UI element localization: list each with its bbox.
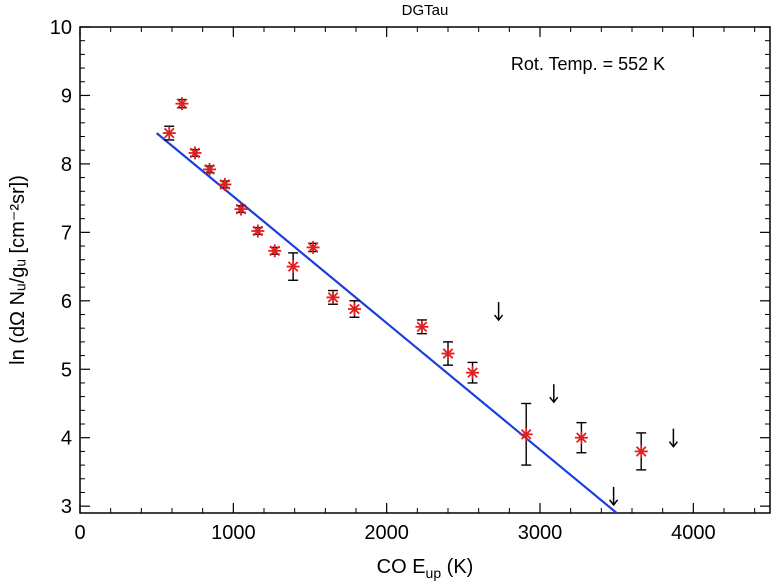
data-point <box>218 177 232 191</box>
data-point <box>466 366 480 380</box>
x-tick-labels: 0 1000 2000 3000 4000 <box>74 522 715 544</box>
axis-ticks <box>79 26 770 513</box>
y-tick-labels: 3 4 5 6 7 8 9 10 <box>50 17 72 518</box>
y-tick-label: 10 <box>50 17 72 39</box>
data-point <box>203 162 217 176</box>
data-points <box>162 97 648 458</box>
y-tick-label: 3 <box>61 496 72 518</box>
y-tick-label: 5 <box>61 359 72 381</box>
data-point <box>268 244 282 258</box>
y-tick-label: 7 <box>61 222 72 244</box>
y-tick-label: 6 <box>61 291 72 313</box>
data-point <box>162 126 176 140</box>
y-tick-label: 9 <box>61 85 72 107</box>
upper-limit-arrow <box>549 384 559 404</box>
plot-frame <box>79 26 771 514</box>
data-point <box>286 260 300 274</box>
x-tick-label: 1000 <box>211 522 256 544</box>
data-point <box>347 302 361 316</box>
x-axis-label-tail: (K) <box>441 556 473 578</box>
x-tick-label: 2000 <box>364 522 409 544</box>
data-point <box>634 444 648 458</box>
data-point <box>188 146 202 160</box>
data-point <box>326 290 340 304</box>
data-point <box>234 202 248 216</box>
y-axis-label: ln (dΩ Nᵤ/gᵤ [cm⁻²sr]) <box>7 175 29 365</box>
y-tick-label: 8 <box>61 154 72 176</box>
data-point <box>306 240 320 254</box>
data-point <box>441 347 455 361</box>
data-point <box>251 224 265 238</box>
upper-limit-arrow <box>668 428 678 448</box>
upper-limit-arrows <box>494 302 678 507</box>
x-tick-label: 4000 <box>671 522 716 544</box>
data-point <box>415 320 429 334</box>
data-point <box>175 97 189 111</box>
x-tick-label: 3000 <box>518 522 563 544</box>
rot-temp-annotation: Rot. Temp. = 552 K <box>511 54 665 74</box>
data-point <box>574 431 588 445</box>
y-tick-label: 4 <box>61 428 72 450</box>
error-bars <box>164 98 647 471</box>
data-point <box>519 427 533 441</box>
x-axis-label: CO Eup (K) <box>377 556 474 581</box>
x-tick-label: 0 <box>74 522 85 544</box>
x-axis-label-main: CO E <box>377 556 426 578</box>
fit-line <box>155 132 618 514</box>
x-axis-label-sub: up <box>426 565 442 581</box>
chart-title: DGTau <box>402 2 449 19</box>
upper-limit-arrow <box>494 302 504 322</box>
upper-limit-arrow <box>609 486 619 507</box>
